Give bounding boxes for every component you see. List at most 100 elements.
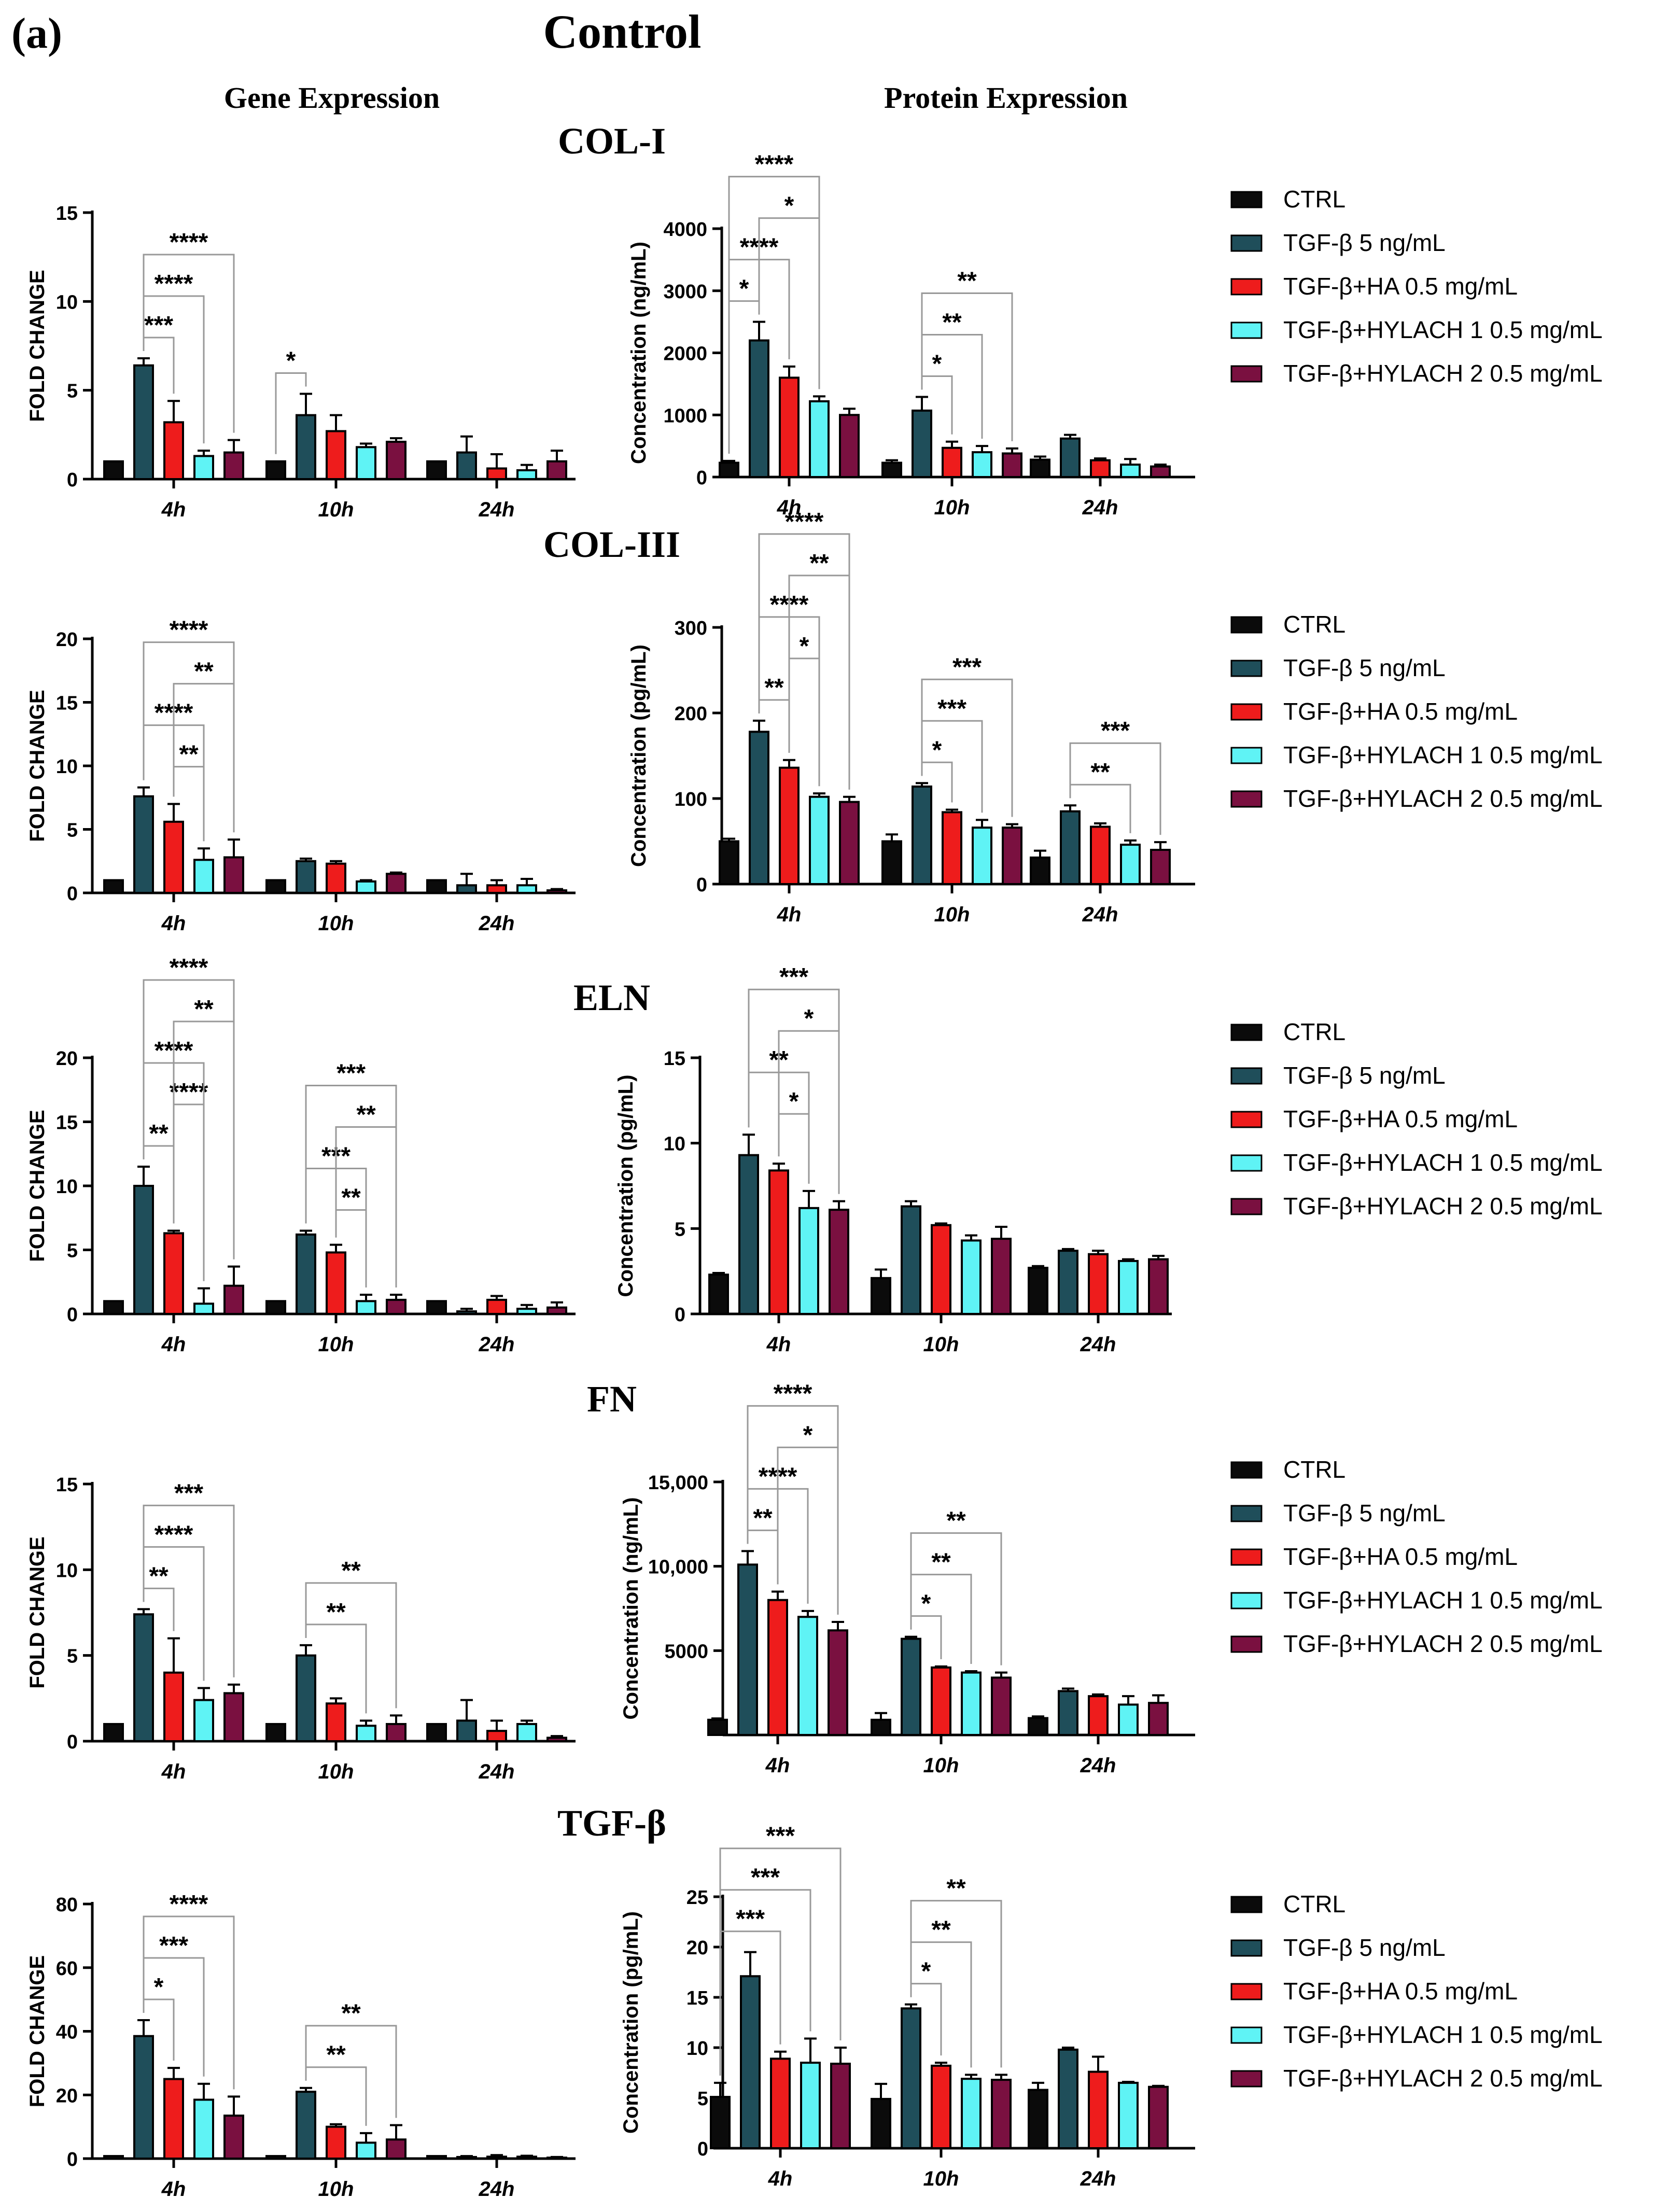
significance-label: * [784,192,794,220]
significance-label: ** [957,268,977,295]
legend-label: TGF-β 5 ng/mL [1283,229,1446,256]
significance-bracket [143,979,235,1259]
x-tick-label: 10h [318,2178,354,2201]
significance-bracket [275,372,307,454]
bar [1118,2081,1139,2149]
x-tick-label: 4h [161,1760,186,1783]
significance-label: * [804,1005,814,1032]
y-tick-label: 10,000 [648,1557,708,1578]
bar [839,414,860,478]
bar [546,1737,567,1743]
legend-label: TGF-β+HYLACH 1 0.5 mg/mL [1283,741,1603,768]
bar [223,2115,244,2160]
bar [1028,1717,1048,1736]
significance-label: ** [149,1562,169,1590]
x-tick-label: 10h [923,1333,959,1356]
legend-swatch [1230,1111,1263,1128]
significance-label: ** [179,741,199,768]
legend-label: TGF-β+HYLACH 2 0.5 mg/mL [1283,360,1603,387]
x-tick-label: 4h [766,1333,791,1356]
y-axis-label: Concentration (ng/mL) [627,242,650,464]
y-tick-label: 20 [56,1048,78,1070]
panel-label: (a) [11,9,62,58]
x-tick-label: 10h [318,1760,354,1783]
x-tick-label: 10h [318,498,354,521]
bar [809,400,830,479]
legend-swatch [1230,321,1263,339]
legend-label: TGF-β+HYLACH 1 0.5 mg/mL [1283,1587,1603,1614]
legend-swatch [1230,2070,1263,2088]
significance-bracket [921,678,1013,817]
bar [779,376,800,479]
bar [1148,2085,1169,2149]
significance-label: *** [159,1932,188,1959]
significance-label: * [789,1088,799,1115]
bar [356,880,376,894]
y-tick-label: 0 [67,2149,78,2171]
bar-chart: 5000 10,000 15,000 Concentration (ng/mL) 4h *… [620,1380,1195,1777]
significance-label: **** [755,151,794,178]
significance-label: *** [736,1906,765,1933]
y-axis-label: FOLD CHANGE [26,1955,49,2107]
bar [1088,1253,1109,1315]
bar [1058,1690,1078,1736]
significance-bracket [143,1915,235,2090]
significance-label: *** [751,1864,780,1892]
legend-label: TGF-β+HA 0.5 mg/mL [1283,1543,1518,1570]
significance-label: ** [764,674,784,702]
bar [1002,452,1022,478]
bar [133,2035,154,2160]
bar [356,2141,376,2160]
bar [265,1300,286,1315]
bar [223,1284,244,1315]
bar [133,1185,154,1315]
legend-swatch [1230,1024,1263,1041]
bar [708,1273,729,1315]
bar [546,1306,567,1315]
bar [296,860,316,894]
y-tick-label: 10 [56,1176,78,1198]
significance-label: ** [341,1557,361,1585]
significance-bracket [910,1900,1002,2068]
bar [1030,458,1050,478]
legend: CTRL TGF-β 5 ng/mL TGF-β+HA 0.5 mg/mL TGF-β… [1230,1456,1603,1657]
x-tick-label: 10h [934,903,970,926]
y-tick-label: 4000 [663,219,707,241]
y-tick-label: 40 [56,2022,78,2043]
x-tick-label: 4h [161,912,186,935]
bar [809,795,830,885]
y-tick-label: 5 [67,381,78,402]
x-tick-label: 4h [161,1333,186,1356]
significance-label: * [800,633,809,660]
legend-label: TGF-β 5 ng/mL [1283,654,1446,681]
bar [163,2078,184,2160]
bar [1090,825,1111,885]
legend-label: TGF-β+HYLACH 1 0.5 mg/mL [1283,316,1603,343]
bar [486,1298,507,1315]
significance-bracket [305,2025,397,2118]
legend-swatch [1230,234,1263,252]
bar [326,430,346,480]
legend-label: TGF-β+HA 0.5 mg/mL [1283,698,1518,725]
y-tick-label: 5 [67,820,78,842]
bar [163,1232,184,1315]
legend-swatch [1230,1548,1263,1566]
bar [223,856,244,894]
significance-label: ** [326,2041,346,2069]
bar [133,795,154,894]
significance-label: * [932,351,942,378]
bar [1030,856,1050,885]
bar [193,1699,214,1742]
significance-label: ** [931,1549,951,1576]
y-tick-label: 10 [56,756,78,778]
bar [516,1308,537,1315]
significance-label: *** [937,695,966,722]
x-tick-label: 10h [923,1754,959,1777]
bar [486,2155,507,2160]
legend-swatch [1230,1983,1263,2000]
